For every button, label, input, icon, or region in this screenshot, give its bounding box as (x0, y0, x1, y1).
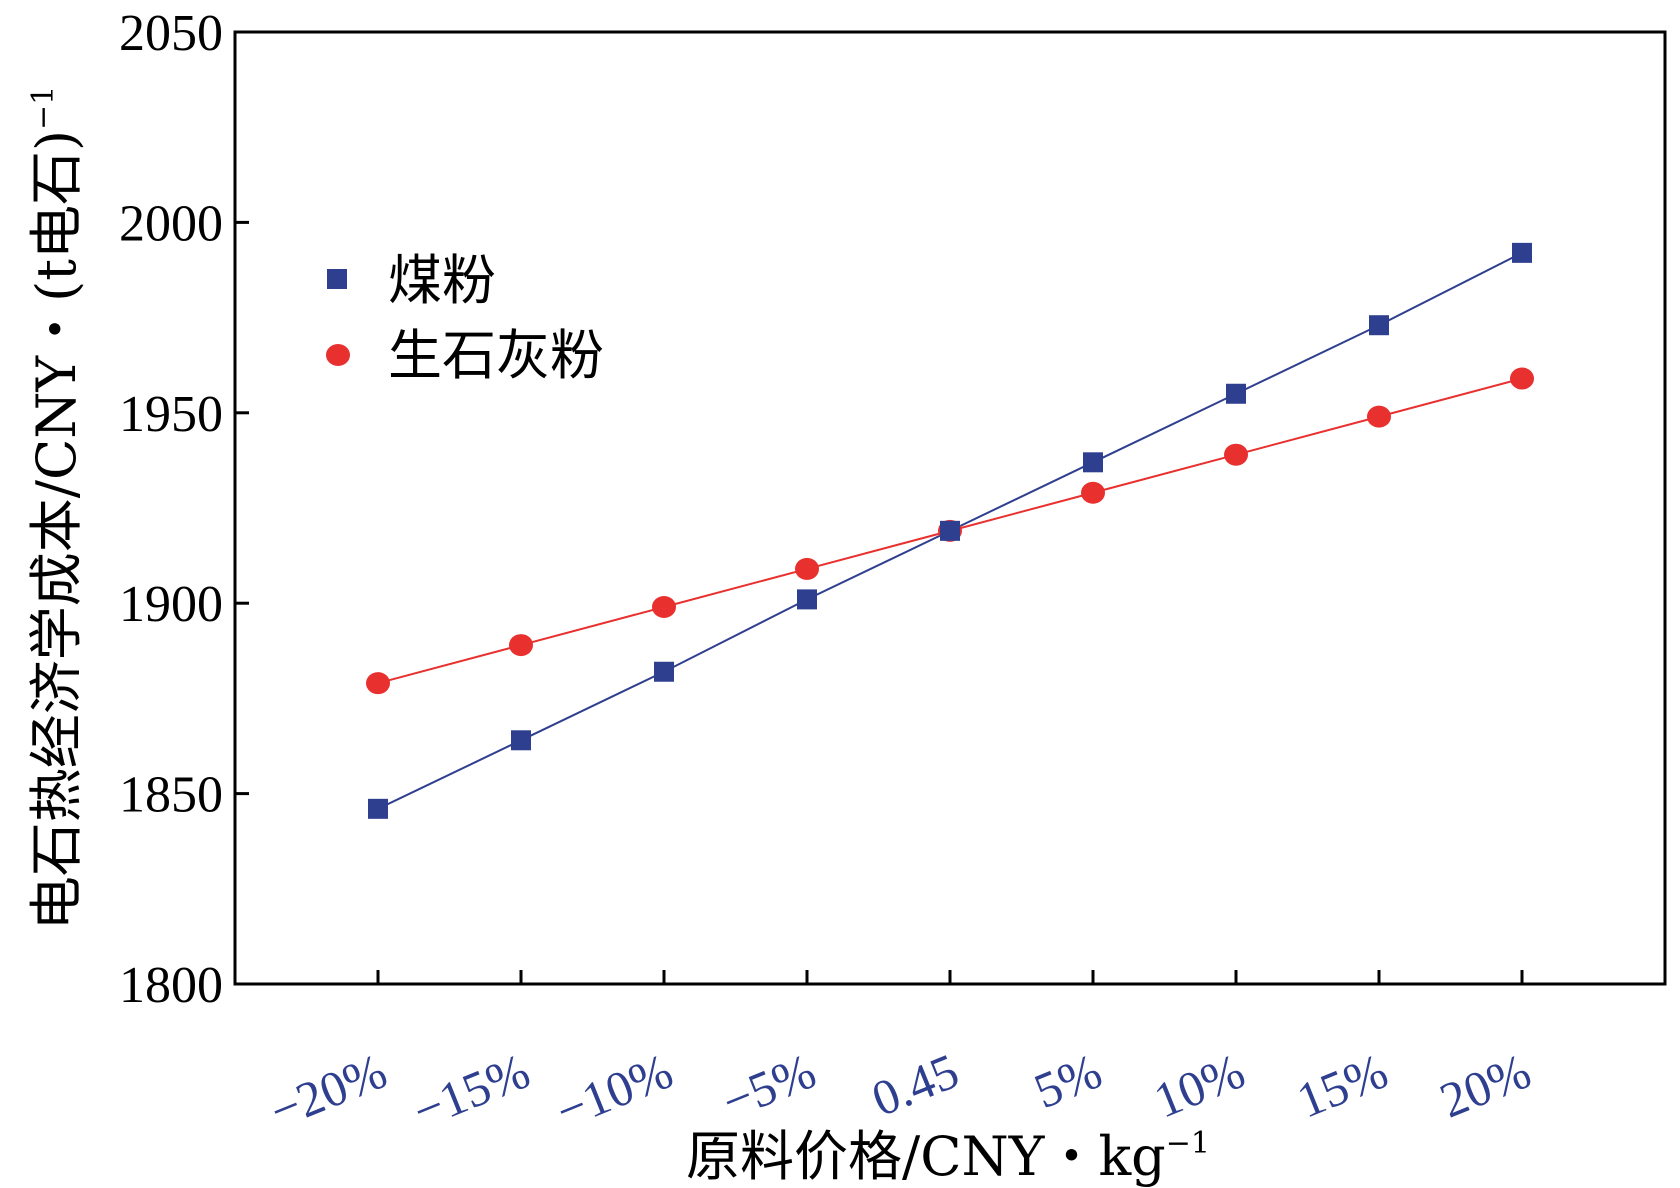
x-tick-label: −10% (548, 1042, 680, 1139)
x-tick-label: −20% (262, 1042, 394, 1139)
data-point-coal (368, 798, 388, 819)
data-point-lime (1224, 443, 1248, 466)
data-point-coal (654, 661, 674, 682)
legend-label-coal: 煤粉 (388, 249, 496, 312)
x-tick-label: 5% (1026, 1042, 1109, 1119)
data-point-coal (1369, 315, 1389, 336)
legend-marker-coal (327, 269, 347, 289)
data-point-coal (1226, 383, 1246, 404)
data-point-coal (797, 589, 817, 610)
data-point-lime (366, 672, 390, 695)
x-tick-label: 15% (1289, 1042, 1395, 1128)
y-tick-label: 1800 (119, 957, 223, 1014)
data-point-coal (940, 520, 960, 541)
legend-marker-lime (326, 344, 350, 366)
x-tick-label: 10% (1146, 1042, 1252, 1128)
x-tick-label: −5% (714, 1042, 823, 1129)
legend-label-lime: 生石灰粉 (388, 324, 604, 387)
legend: 煤粉 生石灰粉 (326, 249, 604, 387)
y-axis-ticks: 1800 1850 1900 1950 2000 2050 (119, 5, 249, 1014)
data-point-lime (509, 634, 533, 657)
y-tick-label: 2000 (119, 195, 223, 252)
x-tick-label: 20% (1432, 1042, 1538, 1128)
data-point-lime (1367, 405, 1391, 428)
y-axis-title-sup: −1 (26, 86, 61, 130)
x-tick-label: −15% (405, 1042, 537, 1139)
y-tick-label: 1950 (119, 386, 223, 443)
x-axis-ticks: −20% −15% −10% −5% 0.45 5% 10% 15% 20% (262, 970, 1538, 1139)
data-point-lime (795, 557, 819, 580)
series-markers (366, 242, 1534, 819)
plot-frame (233, 30, 1667, 986)
y-tick-label: 2050 (119, 5, 223, 62)
y-tick-label: 1900 (119, 576, 223, 633)
y-tick-label: 1850 (119, 767, 223, 824)
x-tick-label: 0.45 (864, 1042, 966, 1127)
data-point-coal (511, 730, 531, 751)
x-axis-title-sup: −1 (1166, 1126, 1210, 1161)
x-axis-title: 原料价格/CNY・kg−1 (686, 1125, 1210, 1188)
y-axis-title-text: 电石热经济学成本/CNY・(t电石) (25, 130, 88, 930)
y-axis-title: 电石热经济学成本/CNY・(t电石)−1 (25, 86, 88, 930)
data-point-coal (1512, 242, 1532, 263)
data-point-lime (1081, 481, 1105, 504)
data-point-coal (1083, 452, 1103, 473)
data-point-lime (1510, 367, 1534, 390)
data-point-lime (652, 596, 676, 619)
x-axis-title-text: 原料价格/CNY・kg (686, 1125, 1166, 1188)
